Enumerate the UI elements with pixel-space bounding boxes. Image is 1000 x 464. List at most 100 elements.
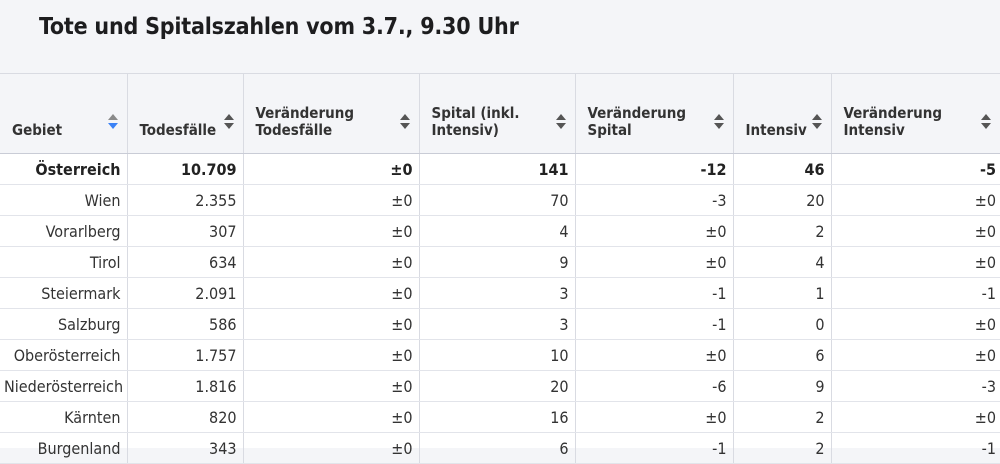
value-cell: 2 <box>733 401 832 433</box>
table-title: Tote und Spitalszahlen vom 3.7., 9.30 Uh… <box>39 14 519 40</box>
column-header-label: Todesfälle <box>139 121 217 139</box>
value-cell: ±0 <box>243 277 420 309</box>
value-cell: ±0 <box>243 184 420 216</box>
column-header-veraenderung-todesfaelle[interactable]: Veränderung Todesfälle <box>243 74 420 154</box>
table-header-row: Gebiet Todesfälle Veränderung Todesfälle… <box>0 74 1000 154</box>
value-cell: ±0 <box>575 339 734 371</box>
sort-arrows-icon[interactable] <box>555 114 566 129</box>
value-cell: 4 <box>733 246 832 278</box>
region-cell: Niederösterreich <box>0 370 128 402</box>
value-cell: 1.757 <box>127 339 244 371</box>
value-cell: -1 <box>831 432 1000 464</box>
value-cell: 634 <box>127 246 244 278</box>
sort-arrows-icon[interactable] <box>399 114 410 129</box>
table-row-total: Österreich 10.709 ±0 141 -12 46 -5 <box>0 153 1000 185</box>
value-cell: ±0 <box>831 215 1000 247</box>
value-cell: 70 <box>419 184 576 216</box>
value-cell: 16 <box>419 401 576 433</box>
column-header-intensiv[interactable]: Intensiv <box>733 74 832 154</box>
value-cell: ±0 <box>831 308 1000 340</box>
table-body: Österreich 10.709 ±0 141 -12 46 -5 Wien 2.355 ±0 7… <box>0 153 1000 464</box>
value-cell: 343 <box>127 432 244 464</box>
column-header-veraenderung-spital[interactable]: Veränderung Spital <box>575 74 734 154</box>
table-row: Tirol 634 ±0 9 ±0 4 ±0 <box>0 246 1000 278</box>
table-row: Kärnten 820 ±0 16 ±0 2 ±0 <box>0 401 1000 433</box>
column-header-todesfaelle[interactable]: Todesfälle <box>127 74 244 154</box>
value-cell: 10.709 <box>127 153 244 185</box>
region-cell: Vorarlberg <box>0 215 128 247</box>
table-row: Vorarlberg 307 ±0 4 ±0 2 ±0 <box>0 215 1000 247</box>
value-cell: ±0 <box>243 153 420 185</box>
region-cell: Österreich <box>0 153 128 185</box>
value-cell: 20 <box>419 370 576 402</box>
sort-arrows-icon[interactable] <box>811 114 822 129</box>
value-cell: 4 <box>419 215 576 247</box>
value-cell: 3 <box>419 308 576 340</box>
value-cell: 586 <box>127 308 244 340</box>
value-cell: ±0 <box>243 339 420 371</box>
value-cell: 2 <box>733 215 832 247</box>
value-cell: ±0 <box>243 308 420 340</box>
value-cell: ±0 <box>575 401 734 433</box>
value-cell: -1 <box>575 308 734 340</box>
value-cell: 307 <box>127 215 244 247</box>
sort-arrows-icon[interactable] <box>223 114 234 129</box>
sort-arrows-icon[interactable] <box>107 114 118 129</box>
value-cell: 2.091 <box>127 277 244 309</box>
value-cell: -5 <box>831 153 1000 185</box>
column-header-veraenderung-intensiv[interactable]: Veränderung Intensiv <box>831 74 1000 154</box>
value-cell: ±0 <box>243 215 420 247</box>
column-header-gebiet[interactable]: Gebiet <box>0 74 128 154</box>
value-cell: 6 <box>733 339 832 371</box>
table-row: Niederösterreich 1.816 ±0 20 -6 9 -3 <box>0 370 1000 402</box>
column-header-label: Spital (inkl. Intensiv) <box>431 104 520 139</box>
value-cell: 820 <box>127 401 244 433</box>
value-cell: -6 <box>575 370 734 402</box>
value-cell: 2.355 <box>127 184 244 216</box>
column-header-label: Veränderung Todesfälle <box>255 104 355 139</box>
value-cell: 1 <box>733 277 832 309</box>
value-cell: 141 <box>419 153 576 185</box>
value-cell: ±0 <box>243 370 420 402</box>
value-cell: 9 <box>419 246 576 278</box>
value-cell: ±0 <box>575 246 734 278</box>
value-cell: ±0 <box>243 401 420 433</box>
value-cell: 0 <box>733 308 832 340</box>
value-cell: -3 <box>831 370 1000 402</box>
data-table: Gebiet Todesfälle Veränderung Todesfälle… <box>0 74 1000 464</box>
value-cell: 20 <box>733 184 832 216</box>
column-header-label: Veränderung Intensiv <box>843 104 943 139</box>
value-cell: -3 <box>575 184 734 216</box>
value-cell: ±0 <box>575 215 734 247</box>
value-cell: 3 <box>419 277 576 309</box>
value-cell: ±0 <box>831 184 1000 216</box>
region-cell: Oberösterreich <box>0 339 128 371</box>
value-cell: -1 <box>575 432 734 464</box>
value-cell: ±0 <box>243 246 420 278</box>
table-row: Wien 2.355 ±0 70 -3 20 ±0 <box>0 184 1000 216</box>
column-header-label: Gebiet <box>12 121 63 139</box>
column-header-label: Intensiv <box>745 121 807 139</box>
table-row: Oberösterreich 1.757 ±0 10 ±0 6 ±0 <box>0 339 1000 371</box>
sort-arrows-icon[interactable] <box>981 114 991 129</box>
table-row: Burgenland 343 ±0 6 -1 2 -1 <box>0 432 1000 464</box>
value-cell: -1 <box>831 277 1000 309</box>
region-cell: Burgenland <box>0 432 128 464</box>
value-cell: -12 <box>575 153 734 185</box>
column-header-label: Veränderung Spital <box>587 104 687 139</box>
value-cell: 2 <box>733 432 832 464</box>
region-cell: Wien <box>0 184 128 216</box>
table-row: Steiermark 2.091 ±0 3 -1 1 -1 <box>0 277 1000 309</box>
value-cell: ±0 <box>831 339 1000 371</box>
region-cell: Steiermark <box>0 277 128 309</box>
value-cell: -1 <box>575 277 734 309</box>
region-cell: Tirol <box>0 246 128 278</box>
region-cell: Salzburg <box>0 308 128 340</box>
value-cell: 6 <box>419 432 576 464</box>
sort-arrows-icon[interactable] <box>713 114 724 129</box>
column-header-spital[interactable]: Spital (inkl. Intensiv) <box>419 74 576 154</box>
value-cell: ±0 <box>831 246 1000 278</box>
value-cell: ±0 <box>243 432 420 464</box>
table-row: Salzburg 586 ±0 3 -1 0 ±0 <box>0 308 1000 340</box>
value-cell: 10 <box>419 339 576 371</box>
